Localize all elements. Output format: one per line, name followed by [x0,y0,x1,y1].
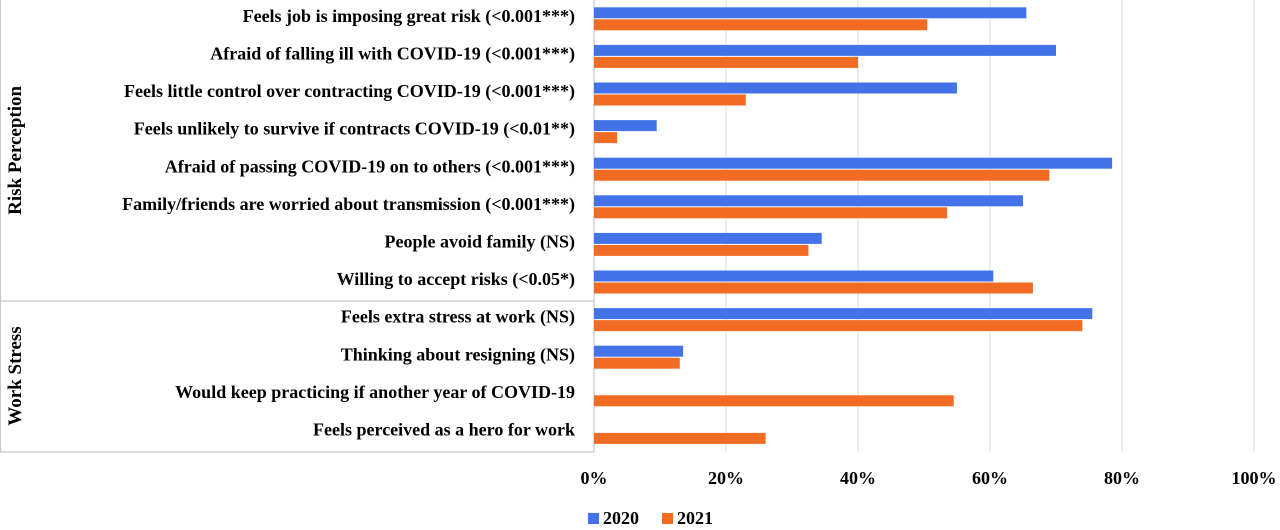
bar-2021 [594,56,858,68]
bar-2021 [594,19,928,31]
bar-2020 [594,195,1023,207]
x-tick-label: 80% [1104,468,1140,488]
bar-2020 [594,120,657,132]
bar-2021 [594,282,1033,294]
category-label: People avoid family (NS) [385,232,576,253]
x-tick-label: 100% [1232,468,1277,488]
category-label: Thinking about resigning (NS) [341,344,575,365]
legend-label: 2020 [603,508,639,528]
bar-2021 [594,169,1050,181]
bar-2021 [594,207,948,219]
bar-2020 [594,7,1027,19]
category-label: Feels extra stress at work (NS) [341,307,575,328]
bar-2021 [594,357,680,369]
bar-2020 [594,232,822,244]
group-label: Work Stress [5,326,26,425]
category-label: Feels job is imposing great risk (<0.001… [243,6,575,27]
x-tick-label: 20% [708,468,744,488]
bar-2021 [594,432,766,444]
category-label: Feels little control over contracting CO… [124,81,575,102]
category-label: Afraid of falling ill with COVID-19 (<0.… [210,44,575,65]
group-label: Risk Perception [5,85,26,214]
category-label: Feels perceived as a hero for work [313,420,575,440]
bar-2021 [594,244,809,256]
bar-2020 [594,345,684,357]
legend-label: 2021 [677,508,713,528]
category-label: Feels unlikely to survive if contracts C… [134,119,575,140]
legend-swatch [588,513,599,524]
bar-2020 [594,157,1113,169]
bar-2020 [594,270,994,282]
bar-2021 [594,320,1083,332]
x-tick-label: 0% [581,468,608,488]
bar-2020 [594,308,1093,320]
bar-2020 [594,82,957,94]
category-label: Would keep practicing if another year of… [175,382,575,402]
legend-swatch [662,513,673,524]
category-label: Afraid of passing COVID-19 on to others … [165,156,575,177]
category-label: Willing to accept risks (<0.05*) [337,269,575,290]
bar-2021 [594,132,618,144]
bar-2021 [594,94,746,106]
bar-2020 [594,44,1056,56]
bar-2021 [594,395,954,407]
x-tick-label: 40% [840,468,876,488]
x-tick-label: 60% [972,468,1008,488]
category-label: Family/friends are worried about transmi… [122,194,575,215]
